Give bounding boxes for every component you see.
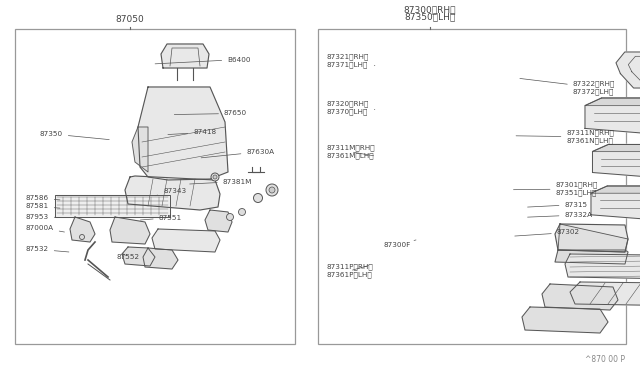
- Polygon shape: [138, 87, 228, 180]
- Text: 87953: 87953: [26, 214, 60, 219]
- Polygon shape: [143, 248, 178, 269]
- Text: 87586: 87586: [26, 195, 60, 201]
- Text: 87332A: 87332A: [527, 212, 593, 218]
- Text: ^870 00 P: ^870 00 P: [585, 355, 625, 364]
- Text: 87300F: 87300F: [384, 240, 416, 248]
- Polygon shape: [570, 282, 640, 307]
- Text: 87581: 87581: [26, 203, 60, 209]
- Ellipse shape: [269, 187, 275, 193]
- Polygon shape: [555, 250, 628, 264]
- Ellipse shape: [213, 175, 217, 179]
- Text: 87050: 87050: [116, 15, 145, 24]
- Polygon shape: [593, 144, 640, 180]
- Bar: [318, 29, 626, 344]
- Text: 87000A: 87000A: [26, 225, 65, 232]
- Polygon shape: [542, 284, 618, 310]
- Text: 87552: 87552: [116, 254, 140, 260]
- Text: 87311P〈RH〉
87361P〈LH〉: 87311P〈RH〉 87361P〈LH〉: [326, 264, 373, 278]
- Polygon shape: [110, 217, 150, 244]
- Polygon shape: [565, 254, 640, 280]
- Polygon shape: [152, 229, 220, 252]
- Text: B6400: B6400: [155, 57, 251, 64]
- Polygon shape: [132, 127, 148, 172]
- Polygon shape: [205, 210, 232, 232]
- Polygon shape: [585, 98, 640, 136]
- Polygon shape: [593, 144, 640, 151]
- Text: 87311M〈RH〉
87361M〈LH〉: 87311M〈RH〉 87361M〈LH〉: [326, 145, 375, 159]
- Text: 87320〈RH〉
87370〈LH〉: 87320〈RH〉 87370〈LH〉: [326, 101, 375, 115]
- Polygon shape: [616, 52, 640, 88]
- Polygon shape: [161, 44, 209, 68]
- Polygon shape: [558, 224, 628, 252]
- Ellipse shape: [266, 184, 278, 196]
- Bar: [15, 29, 295, 344]
- Text: 87381M: 87381M: [189, 179, 252, 185]
- Text: 87302: 87302: [515, 230, 580, 236]
- Text: 87301〈RH〉
87351〈LH〉: 87301〈RH〉 87351〈LH〉: [513, 182, 598, 196]
- Polygon shape: [591, 186, 640, 193]
- Ellipse shape: [211, 173, 219, 181]
- Text: 87630A: 87630A: [201, 149, 275, 158]
- Polygon shape: [522, 307, 608, 333]
- Polygon shape: [555, 224, 628, 252]
- Polygon shape: [585, 98, 640, 106]
- Ellipse shape: [227, 214, 234, 221]
- Polygon shape: [591, 186, 640, 222]
- Text: 87551: 87551: [140, 215, 182, 221]
- Ellipse shape: [239, 208, 246, 215]
- Polygon shape: [125, 176, 220, 210]
- Text: 87350〈LH〉: 87350〈LH〉: [404, 12, 456, 21]
- Text: 87350: 87350: [40, 131, 109, 140]
- Ellipse shape: [253, 193, 262, 202]
- Polygon shape: [122, 247, 155, 266]
- Text: 87315: 87315: [527, 202, 588, 208]
- Text: 87311N〈RH〉
87361N〈LH〉: 87311N〈RH〉 87361N〈LH〉: [516, 130, 614, 144]
- Polygon shape: [55, 195, 170, 217]
- Text: 87322〈RH〉
87372〈LH〉: 87322〈RH〉 87372〈LH〉: [520, 78, 615, 94]
- Text: 87300〈RH〉: 87300〈RH〉: [404, 5, 456, 14]
- Text: 87650: 87650: [174, 110, 247, 116]
- Ellipse shape: [79, 234, 84, 240]
- Text: 87343: 87343: [155, 188, 186, 196]
- Polygon shape: [70, 217, 95, 242]
- Text: 87321〈RH〉
87371〈LH〉: 87321〈RH〉 87371〈LH〉: [326, 54, 375, 68]
- Text: 87532: 87532: [26, 246, 69, 252]
- Text: 87418: 87418: [168, 129, 216, 135]
